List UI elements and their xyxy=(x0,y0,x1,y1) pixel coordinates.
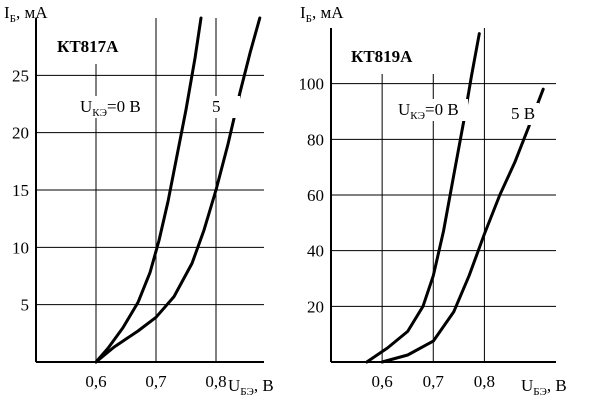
series-label: UКЭ=0 В xyxy=(398,100,459,122)
series-line-uke-0v xyxy=(365,32,481,364)
x-axis-title-unit: , В xyxy=(547,376,567,395)
y-tick-label: 20 xyxy=(307,297,324,316)
y-axis-title-symbol: I xyxy=(300,3,306,22)
series-line-uke-5v xyxy=(380,87,545,364)
x-axis-title-unit: , В xyxy=(254,376,274,395)
series-label-symbol: 5 xyxy=(212,97,221,116)
series-label-background xyxy=(78,96,150,118)
y-axis-title-unit: , мА xyxy=(16,3,48,22)
series-label-symbol: U xyxy=(398,100,410,119)
series-line-uke-5v xyxy=(94,16,262,364)
y-tick-label: 20 xyxy=(12,124,29,143)
x-axis-title-symbol: U xyxy=(521,376,533,395)
series-label-value: =0 В xyxy=(107,97,141,116)
y-axis-title: IБ, мА xyxy=(4,3,48,25)
y-axis-title-subscript: Б xyxy=(10,13,16,25)
series-label-background xyxy=(509,103,539,125)
y-tick-label: 25 xyxy=(12,66,29,85)
y-tick-label: 40 xyxy=(307,242,324,261)
series-label-value: =0 В xyxy=(425,100,459,119)
series-label-subscript: КЭ xyxy=(410,110,425,122)
y-tick-label: 10 xyxy=(12,238,29,257)
x-axis-title-subscript: БЭ xyxy=(240,386,254,398)
y-axis-title-unit: , мА xyxy=(312,3,344,22)
x-tick-label: 0,8 xyxy=(474,372,495,391)
series-label-subscript: КЭ xyxy=(92,107,107,119)
x-tick-label: 0,7 xyxy=(423,372,445,391)
title-box xyxy=(36,18,142,64)
y-axis-title: IБ, мА xyxy=(300,3,344,25)
series-label: 5 В xyxy=(511,104,535,123)
title-box xyxy=(331,28,438,74)
x-axis-title: UБЭ, В xyxy=(521,376,567,398)
series-label-background xyxy=(210,96,240,118)
y-tick-label: 5 xyxy=(21,296,30,315)
y-tick-label: 100 xyxy=(299,75,325,94)
series-label-symbol: U xyxy=(80,97,92,116)
x-tick-label: 0,6 xyxy=(372,372,393,391)
chart-title: КТ819А xyxy=(351,47,413,66)
y-tick-label: 60 xyxy=(307,186,324,205)
x-axis-title-subscript: БЭ xyxy=(533,386,547,398)
chart-title: КТ817А xyxy=(57,37,119,56)
series-label-symbol: 5 В xyxy=(511,104,535,123)
series-line-uke-0v xyxy=(94,16,203,364)
y-tick-label: 80 xyxy=(307,130,324,149)
series-label: 5 xyxy=(212,97,221,116)
x-axis-title-symbol: U xyxy=(228,376,240,395)
series-label-background xyxy=(396,99,468,121)
x-tick-label: 0,6 xyxy=(85,372,106,391)
x-tick-label: 0,8 xyxy=(205,372,226,391)
y-tick-label: 15 xyxy=(12,181,29,200)
series-label: UКЭ=0 В xyxy=(80,97,141,119)
x-axis-title: UБЭ, В xyxy=(228,376,274,398)
y-axis-title-symbol: I xyxy=(4,3,10,22)
y-axis-title-subscript: Б xyxy=(306,13,312,25)
x-tick-label: 0,7 xyxy=(145,372,167,391)
